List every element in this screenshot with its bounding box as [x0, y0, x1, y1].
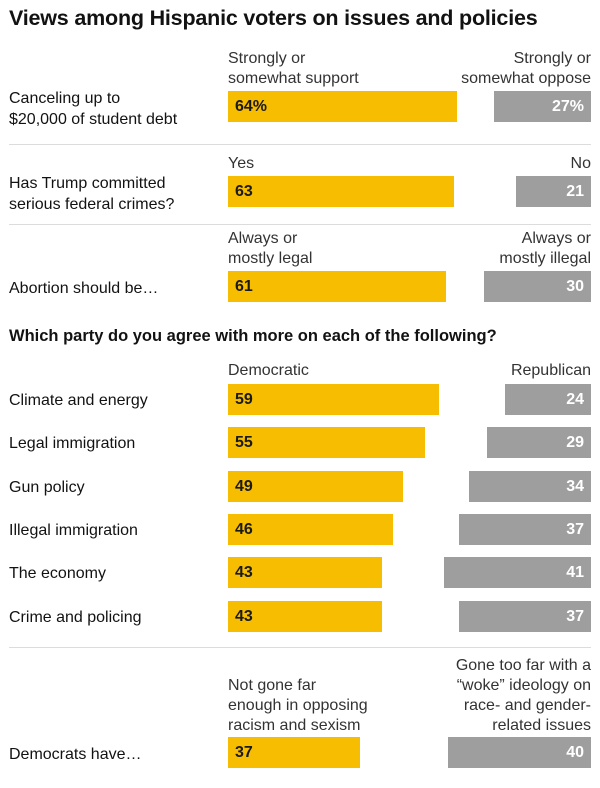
q1-support-bar	[228, 91, 458, 122]
q2-support-value: 63	[235, 183, 253, 200]
category-legal-immigration-support-bar	[228, 427, 425, 458]
category-gun-policy-support-value: 49	[235, 478, 253, 495]
category-climate-and-energy-support-bar	[228, 384, 440, 415]
q2-support-header: Yes	[228, 155, 255, 172]
democrats-have-label: Democrats have…	[9, 746, 142, 763]
democrats-have-support-value: 37	[235, 744, 253, 761]
category-legal-immigration-oppose-value: 29	[566, 434, 584, 451]
q1-oppose-bar	[494, 91, 591, 122]
q2-oppose-value: 21	[566, 183, 584, 200]
party-subtitle: Which party do you agree with more on ea…	[9, 327, 497, 345]
democrats-support-header: Not gone far enough in opposing racism and…	[228, 677, 368, 734]
category-label-gun-policy: Gun policy	[9, 479, 85, 496]
q1-oppose-header: Strongly or somewhat oppose	[461, 50, 591, 87]
category-the-economy-oppose-value: 41	[566, 564, 584, 581]
category-climate-and-energy-support-value: 59	[235, 391, 253, 408]
republican-header: Republican	[510, 362, 591, 379]
q3-label: Abortion should be…	[9, 280, 159, 297]
category-legal-immigration-oppose-bar	[487, 427, 591, 458]
divider-2	[9, 224, 591, 225]
q3-support-value: 61	[235, 278, 253, 295]
q3-support-header: Always or mostly legal	[228, 230, 313, 267]
category-illegal-immigration-support-value: 46	[235, 521, 253, 538]
q1-support-value: 64%	[235, 98, 268, 115]
democrats-have-support-bar	[228, 737, 361, 768]
category-illegal-immigration-oppose-bar	[458, 514, 591, 545]
q2-oppose-header: No	[570, 155, 591, 172]
category-illegal-immigration-oppose-value: 37	[566, 521, 584, 538]
category-illegal-immigration-support-bar	[228, 514, 393, 545]
q2-oppose-bar	[515, 176, 591, 207]
category-the-economy-oppose-bar	[444, 557, 591, 588]
category-crime-and-policing-support-value: 43	[235, 608, 253, 625]
category-label-crime-and-policing: Crime and policing	[9, 609, 142, 626]
category-gun-policy-support-bar	[228, 471, 404, 502]
q1-oppose-value: 27%	[551, 98, 584, 115]
q3-oppose-value: 30	[566, 278, 584, 295]
democratic-header: Democratic	[228, 362, 309, 379]
q1-label: Canceling up to $20,000 of student debt	[9, 89, 178, 128]
q2-label: Has Trump committed serious federal crime…	[9, 174, 175, 213]
democrats-have-oppose-bar	[447, 737, 591, 768]
category-crime-and-policing-oppose-bar	[458, 601, 591, 632]
category-the-economy-support-value: 43	[235, 564, 253, 581]
category-the-economy-support-bar	[228, 557, 382, 588]
category-crime-and-policing-oppose-value: 37	[566, 608, 584, 625]
divider-1	[9, 144, 591, 145]
category-label-the-economy: The economy	[9, 565, 106, 582]
category-legal-immigration-support-value: 55	[235, 434, 253, 451]
category-climate-and-energy-oppose-bar	[505, 384, 591, 415]
category-label-climate-and-energy: Climate and energy	[9, 392, 148, 409]
q3-oppose-header: Always or mostly illegal	[499, 230, 591, 267]
category-label-legal-immigration: Legal immigration	[9, 435, 136, 452]
category-gun-policy-oppose-value: 34	[566, 478, 584, 495]
chart-title: Views among Hispanic voters on issues an…	[9, 6, 538, 30]
democrats-have-oppose-value: 40	[566, 744, 584, 761]
category-label-illegal-immigration: Illegal immigration	[9, 522, 138, 539]
democrats-oppose-header: Gone too far with a “woke” ideology on rac…	[455, 657, 591, 734]
q1-support-header: Strongly or somewhat support	[228, 50, 359, 87]
category-gun-policy-oppose-bar	[469, 471, 591, 502]
q3-support-bar	[228, 271, 447, 302]
category-climate-and-energy-oppose-value: 24	[566, 391, 584, 408]
q2-support-bar	[228, 176, 454, 207]
category-crime-and-policing-support-bar	[228, 601, 382, 632]
q3-oppose-bar	[483, 271, 591, 302]
divider-3	[9, 647, 591, 648]
